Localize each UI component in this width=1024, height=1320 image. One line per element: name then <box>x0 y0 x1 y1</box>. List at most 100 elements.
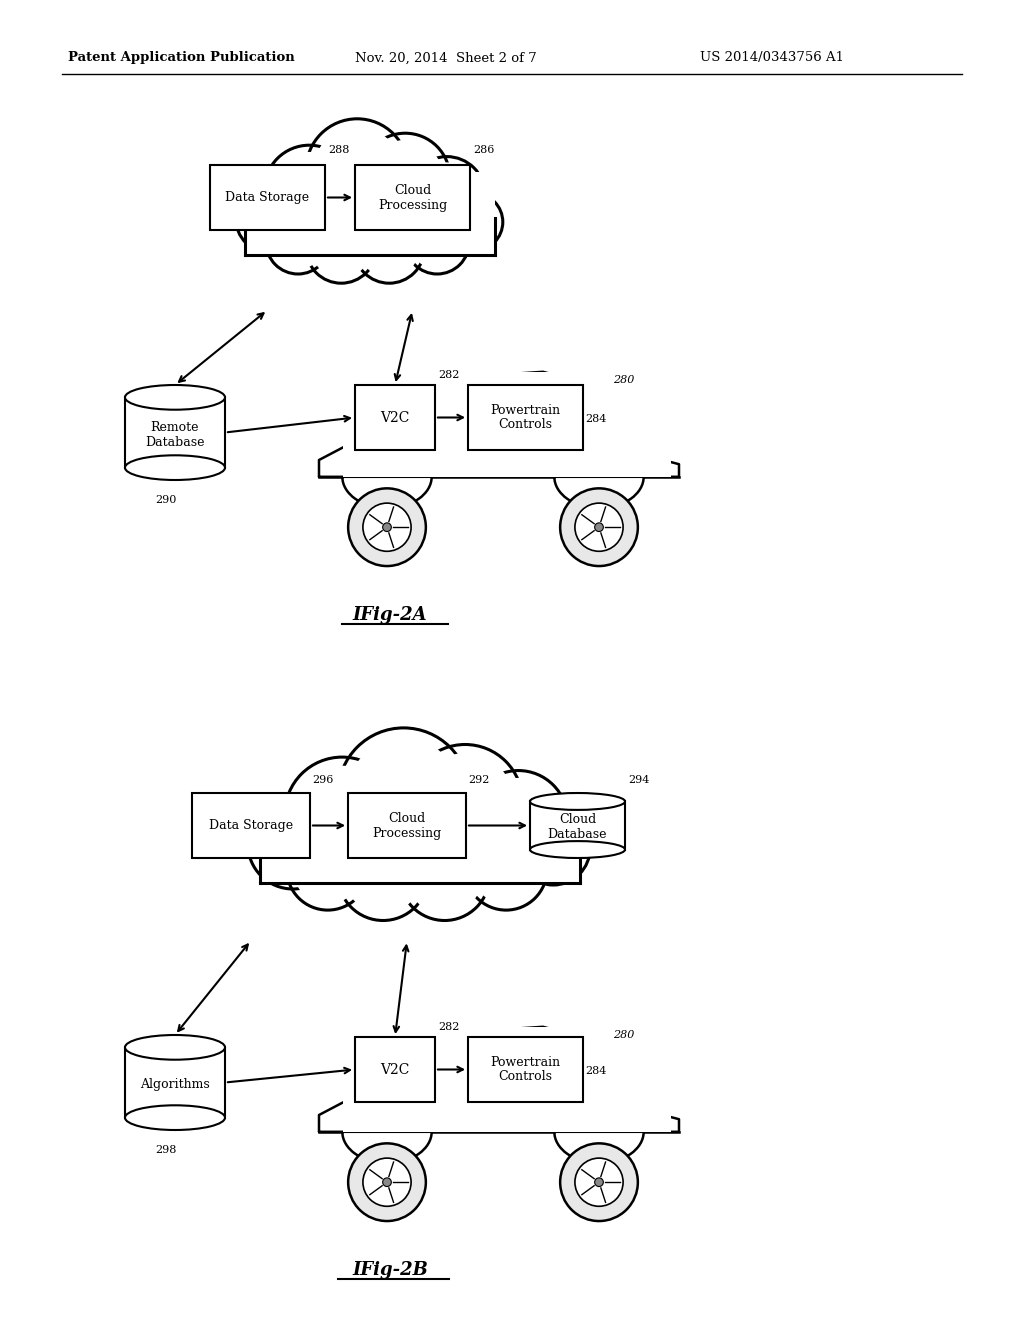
Bar <box>355 165 470 230</box>
Circle shape <box>313 127 400 214</box>
Text: 280: 280 <box>613 1030 635 1040</box>
Circle shape <box>383 1177 391 1187</box>
Circle shape <box>476 777 560 862</box>
Circle shape <box>236 182 306 253</box>
Text: IFig-2B: IFig-2B <box>352 1261 428 1279</box>
Bar <box>193 793 310 858</box>
Text: 282: 282 <box>438 1022 460 1032</box>
Text: Remote
Database: Remote Database <box>145 421 205 449</box>
Circle shape <box>348 1143 426 1221</box>
Circle shape <box>306 213 377 284</box>
Circle shape <box>399 830 489 920</box>
Circle shape <box>345 837 422 913</box>
Text: 286: 286 <box>473 145 495 154</box>
Polygon shape <box>319 1027 679 1131</box>
Text: Algorithms: Algorithms <box>140 1078 210 1092</box>
Bar <box>343 372 671 477</box>
Bar <box>468 385 583 450</box>
Text: Nov. 20, 2014  Sheet 2 of 7: Nov. 20, 2014 Sheet 2 of 7 <box>355 51 537 65</box>
Circle shape <box>287 828 369 909</box>
Text: 290: 290 <box>155 495 176 506</box>
Circle shape <box>409 157 485 234</box>
Circle shape <box>417 754 514 850</box>
Circle shape <box>414 162 479 227</box>
Text: Data Storage: Data Storage <box>209 818 293 832</box>
Text: Patent Application Publication: Patent Application Publication <box>68 51 295 65</box>
Text: 284: 284 <box>585 414 606 425</box>
Text: 280: 280 <box>613 375 635 385</box>
Circle shape <box>285 758 399 873</box>
Circle shape <box>471 834 541 904</box>
Circle shape <box>338 727 469 859</box>
Polygon shape <box>319 372 679 477</box>
Circle shape <box>595 1177 603 1187</box>
Text: US 2014/0343756 A1: US 2014/0343756 A1 <box>700 51 844 65</box>
Circle shape <box>362 1158 411 1206</box>
Text: IFig-2A: IFig-2A <box>352 606 427 624</box>
Bar <box>355 385 435 450</box>
Bar <box>530 801 625 850</box>
Bar <box>343 1027 671 1131</box>
Ellipse shape <box>530 793 625 810</box>
Circle shape <box>407 837 483 913</box>
Circle shape <box>408 744 522 859</box>
Bar <box>245 172 495 253</box>
Circle shape <box>293 834 362 904</box>
Text: V2C: V2C <box>380 411 410 425</box>
Circle shape <box>348 488 426 566</box>
Circle shape <box>469 771 567 869</box>
Text: Data Storage: Data Storage <box>225 191 309 205</box>
Circle shape <box>311 218 371 279</box>
Circle shape <box>264 145 354 235</box>
Circle shape <box>293 766 391 863</box>
Circle shape <box>560 488 638 566</box>
Circle shape <box>445 193 503 251</box>
Text: 294: 294 <box>628 775 649 785</box>
Circle shape <box>359 218 419 279</box>
Text: Cloud
Database: Cloud Database <box>548 813 607 841</box>
Ellipse shape <box>125 1035 225 1060</box>
Circle shape <box>574 503 623 552</box>
Bar <box>256 788 584 883</box>
Circle shape <box>270 215 326 269</box>
Ellipse shape <box>530 841 625 858</box>
Circle shape <box>560 1143 638 1221</box>
Circle shape <box>383 523 391 532</box>
Text: Cloud
Processing: Cloud Processing <box>373 812 441 840</box>
Text: 298: 298 <box>155 1144 176 1155</box>
Ellipse shape <box>125 455 225 480</box>
Text: Powertrain
Controls: Powertrain Controls <box>490 1056 560 1084</box>
Bar <box>348 793 466 858</box>
Bar <box>468 1038 583 1102</box>
Bar <box>260 796 580 882</box>
Circle shape <box>522 817 585 879</box>
Circle shape <box>362 503 411 552</box>
Bar <box>125 397 225 467</box>
Ellipse shape <box>125 385 225 409</box>
Circle shape <box>338 830 428 920</box>
Circle shape <box>354 213 424 284</box>
Text: 292: 292 <box>468 775 489 785</box>
Bar <box>125 1047 225 1118</box>
Bar <box>242 165 498 255</box>
Circle shape <box>450 198 499 247</box>
Circle shape <box>465 828 547 909</box>
Bar <box>210 165 325 230</box>
Text: 296: 296 <box>312 775 334 785</box>
Text: V2C: V2C <box>380 1063 410 1077</box>
Circle shape <box>368 140 443 216</box>
Circle shape <box>360 133 450 223</box>
Circle shape <box>255 805 331 882</box>
Circle shape <box>306 119 409 222</box>
Text: 284: 284 <box>585 1067 606 1077</box>
Text: Cloud
Processing: Cloud Processing <box>378 183 447 211</box>
Bar <box>355 1038 435 1102</box>
Circle shape <box>348 738 460 849</box>
Circle shape <box>406 210 469 275</box>
Text: Powertrain
Controls: Powertrain Controls <box>490 404 560 432</box>
Text: 282: 282 <box>438 370 460 380</box>
Circle shape <box>271 152 347 228</box>
Circle shape <box>574 1158 623 1206</box>
Text: 288: 288 <box>328 145 349 154</box>
Circle shape <box>410 215 465 269</box>
